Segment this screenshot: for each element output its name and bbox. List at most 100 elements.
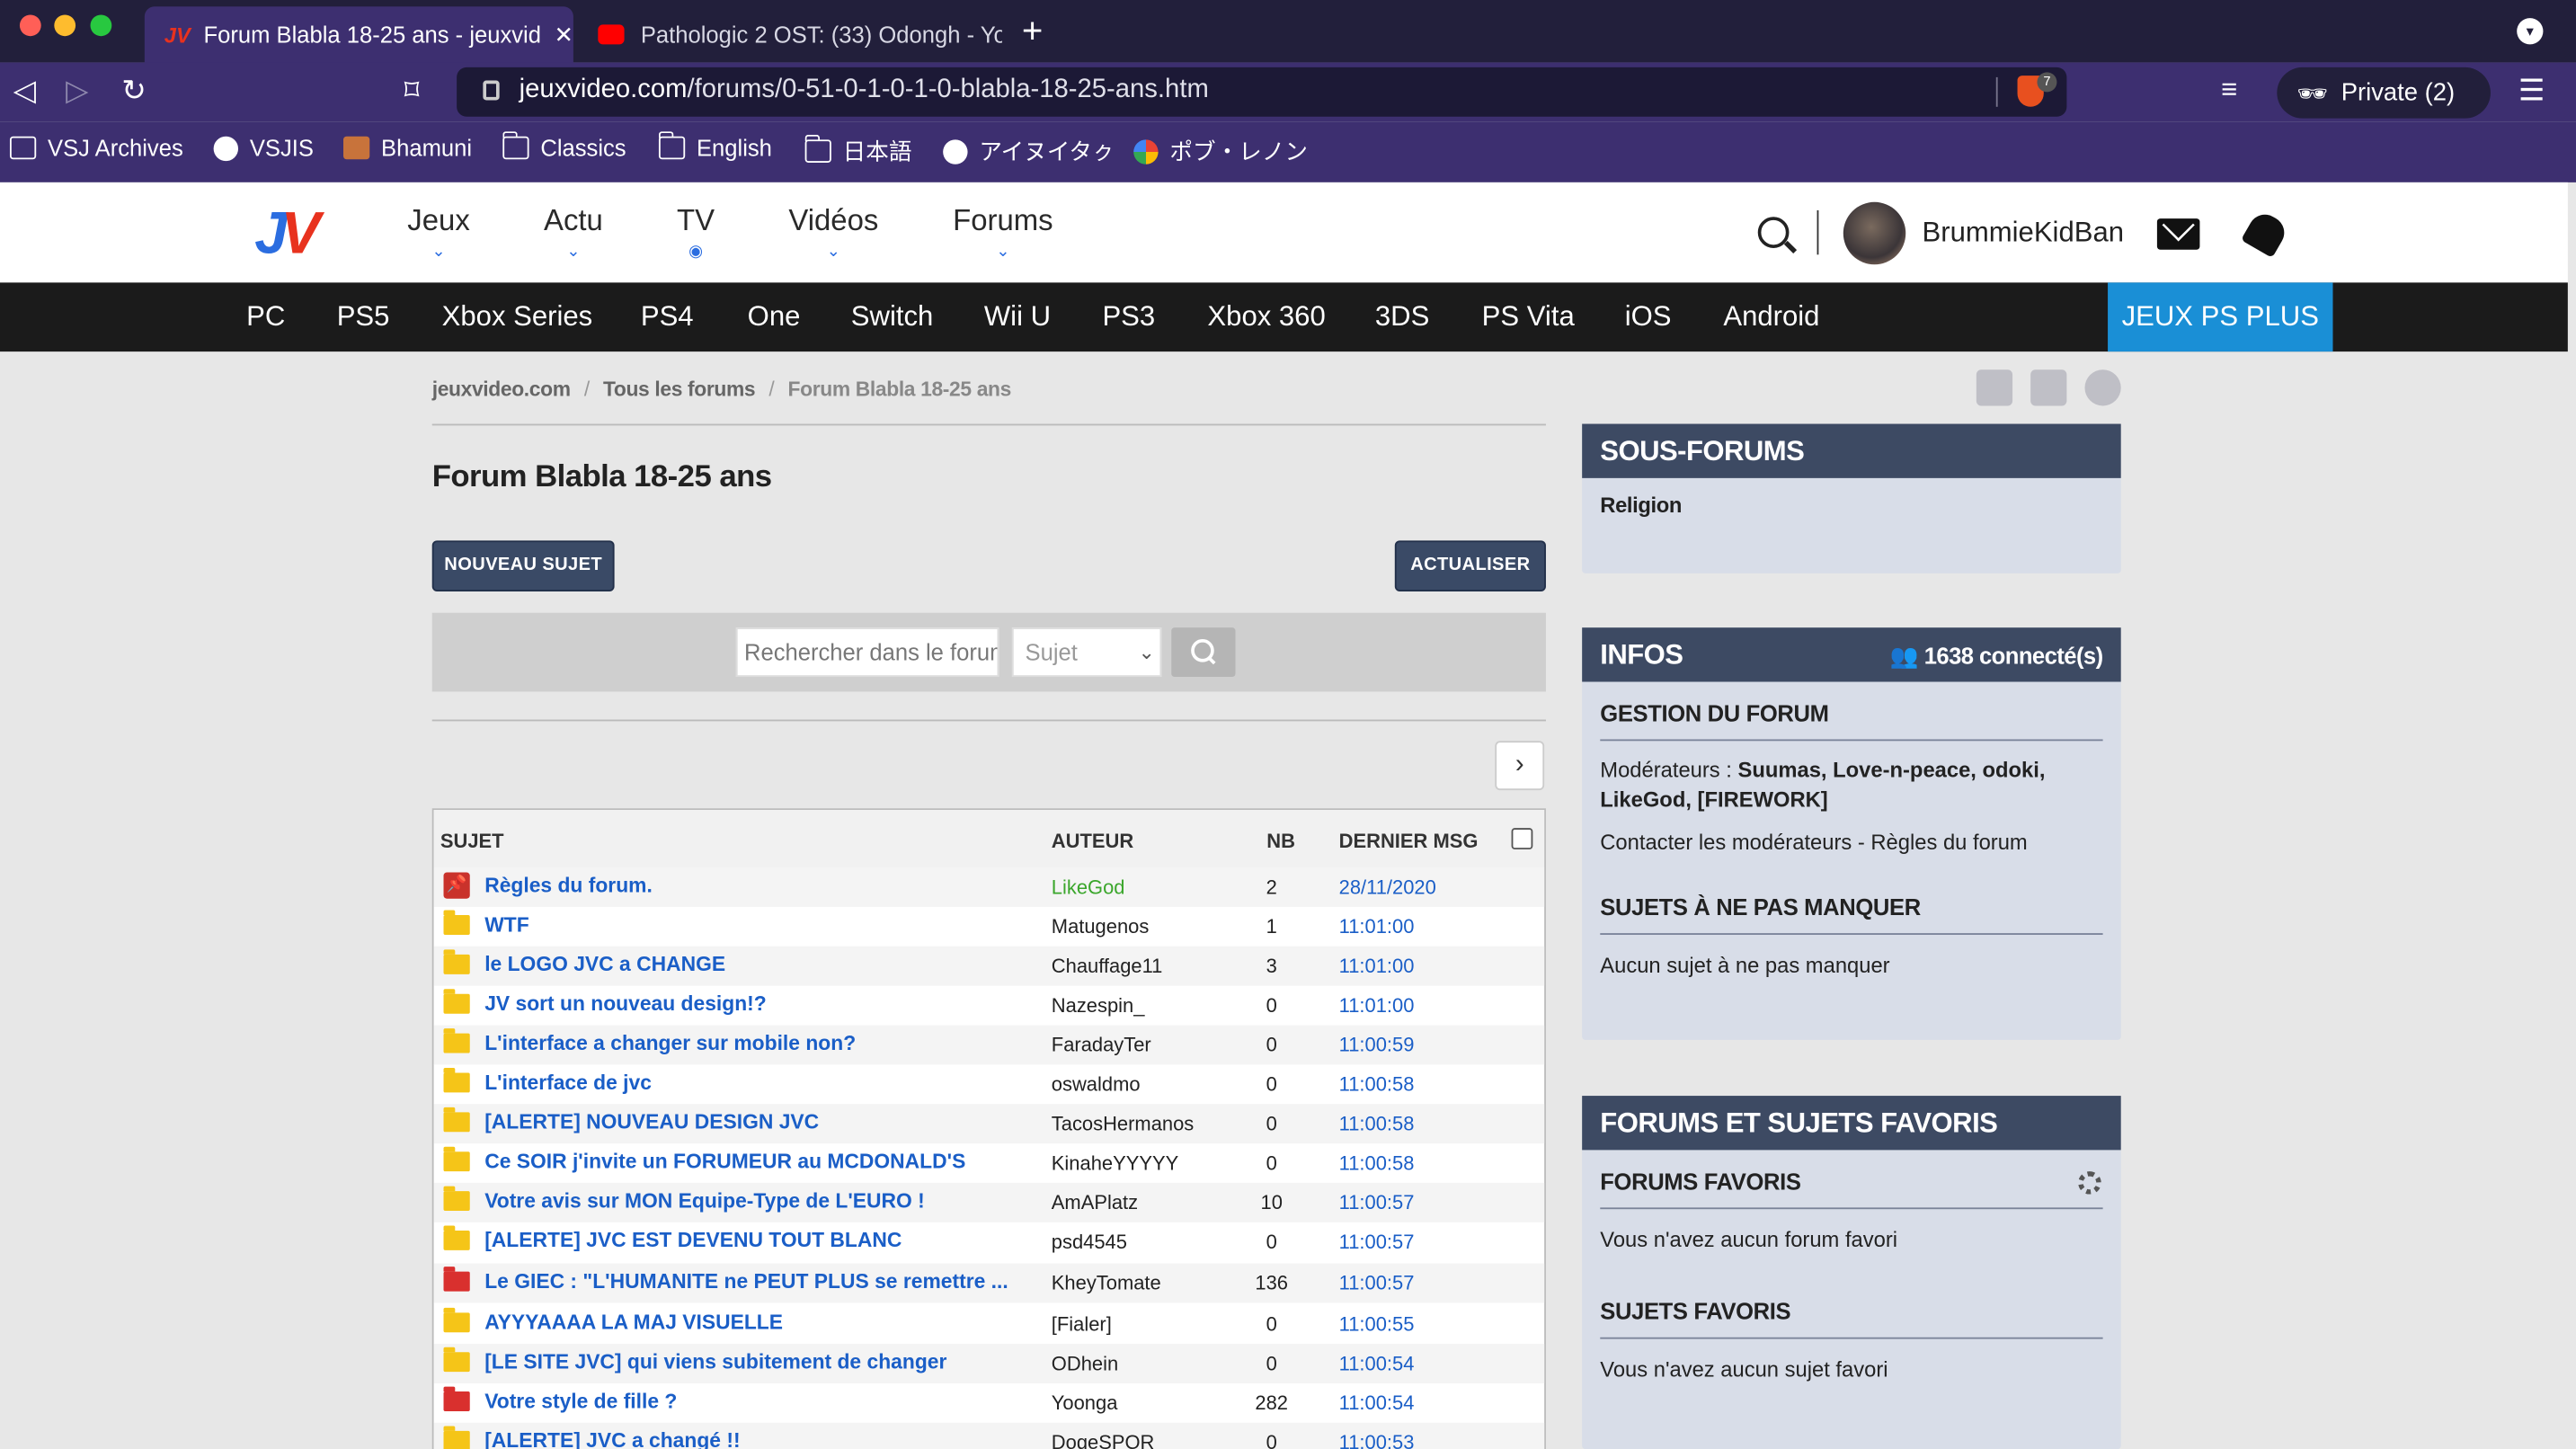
back-icon[interactable]: ◁ — [13, 74, 36, 107]
brave-shield-icon[interactable]: 7 — [2017, 72, 2057, 107]
bookmark-pob[interactable]: ポブ・レノン — [1133, 135, 1308, 168]
table-row[interactable]: JV sort un nouveau design!? Nazespin_ 0 11:… — [434, 986, 1545, 1026]
tab-close-icon[interactable]: ✕ — [554, 20, 573, 48]
new-tab-icon[interactable]: + — [1021, 9, 1044, 51]
mail-icon[interactable] — [2156, 218, 2200, 250]
menu-tv[interactable]: TV ◉ — [677, 203, 715, 262]
breadcrumb-all-forums[interactable]: Tous les forums — [602, 378, 756, 401]
topic-author[interactable]: DogeSPOR — [1051, 1430, 1155, 1449]
close-window-icon[interactable] — [19, 14, 41, 37]
topic-link[interactable]: JV sort un nouveau design!? — [484, 991, 767, 1016]
platform-link[interactable]: iOS — [1624, 300, 1672, 333]
table-row[interactable]: Ce SOIR j'invite un FORUMEUR au MCDONALD… — [434, 1143, 1545, 1183]
topic-link[interactable]: Votre style de fille ? — [484, 1390, 678, 1413]
topic-last-message[interactable]: 11:00:53 — [1338, 1430, 1415, 1449]
bookmark-english[interactable]: English — [658, 131, 772, 161]
table-row[interactable]: [ALERTE] NOUVEAU DESIGN JVC TacosHermanos… — [433, 1104, 1545, 1144]
topic-link[interactable]: [ALERTE] JVC EST DEVENU TOUT BLANC — [484, 1229, 902, 1252]
private-window-button[interactable]: 🕶 Private (2) — [2277, 67, 2491, 119]
platform-link[interactable]: PC — [246, 300, 286, 333]
bookmark-ainu[interactable]: アイヌイタㇰ — [943, 135, 1115, 168]
contact-moderators-link[interactable]: Contacter les modérateurs - Règles du fo… — [1600, 829, 2028, 855]
select-all-checkbox[interactable] — [1511, 828, 1533, 849]
topic-last-message[interactable]: 11:00:57 — [1338, 1271, 1415, 1295]
bookmark-vsjis[interactable]: VSJIS — [213, 135, 314, 161]
topic-last-message[interactable]: 11:00:57 — [1338, 1191, 1415, 1214]
table-row[interactable]: [ALERTE] JVC a changé !! DogeSPOR 0 11:00:5… — [433, 1422, 1545, 1449]
topic-link[interactable]: L'interface a changer sur mobile non? — [484, 1031, 857, 1055]
address-bar[interactable]: jeuxvideo.com/forums/0-51-0-1-0-1-0-blab… — [457, 67, 2067, 117]
platform-link[interactable]: PS5 — [336, 300, 390, 333]
topic-link[interactable]: [ALERTE] NOUVEAU DESIGN JVC — [484, 1110, 820, 1134]
platform-link[interactable]: PS Vita — [1481, 300, 1575, 333]
topic-author[interactable]: [Fialer] — [1051, 1312, 1112, 1336]
topic-author[interactable]: KheyTomate — [1051, 1271, 1161, 1295]
bookmark-japanese[interactable]: 日本語 — [804, 134, 911, 168]
table-row[interactable]: [LE SITE JVC] qui viens subitement de ch… — [433, 1344, 1545, 1383]
search-icon[interactable] — [1757, 217, 1790, 248]
next-page-button[interactable]: › — [1495, 741, 1545, 791]
platform-link[interactable]: Xbox Series — [441, 300, 593, 333]
zoom-window-icon[interactable] — [90, 14, 112, 37]
topic-link[interactable]: Votre avis sur MON Equipe-Type de L'EURO… — [484, 1189, 925, 1213]
gear-icon[interactable] — [2078, 1171, 2101, 1195]
menu-forums[interactable]: Forums ⌄ — [953, 203, 1053, 262]
tab-forum[interactable]: JV Forum Blabla 18-25 ans - jeuxvideo.co… — [144, 6, 573, 63]
tab-menu-icon[interactable]: ▾ — [2517, 18, 2544, 45]
topic-last-message[interactable]: 28/11/2020 — [1338, 876, 1436, 899]
topic-link[interactable]: Le GIEC : "L'HUMANITE ne PEUT PLUS se re… — [484, 1269, 1008, 1293]
table-row[interactable]: Votre avis sur MON Equipe-Type de L'EURO… — [433, 1182, 1545, 1222]
topic-author[interactable]: Nazespin_ — [1051, 993, 1145, 1018]
refresh-button[interactable]: ACTUALISER — [1394, 540, 1546, 591]
bookmark-bhamuni[interactable]: Bhamuni — [343, 135, 472, 161]
platform-link[interactable]: PS4 — [640, 300, 694, 333]
topic-link[interactable]: Ce SOIR j'invite un FORUMEUR au MCDONALD… — [484, 1150, 966, 1173]
alert-icon[interactable] — [2030, 369, 2067, 406]
topic-link[interactable]: [ALERTE] JVC a changé !! — [484, 1429, 741, 1449]
menu-jeux[interactable]: Jeux ⌄ — [407, 203, 470, 262]
platform-link[interactable]: Wii U — [983, 300, 1052, 333]
bookmark-icon[interactable]: ⌑ — [404, 74, 420, 107]
topic-last-message[interactable]: 11:01:00 — [1338, 954, 1415, 978]
topic-author[interactable]: KinaheYYYYY — [1051, 1151, 1179, 1175]
topic-author[interactable]: Matugenos — [1051, 915, 1150, 938]
menu-videos[interactable]: Vidéos ⌄ — [788, 203, 879, 262]
menu-icon[interactable]: ☰ — [2518, 74, 2545, 107]
topic-link[interactable]: le LOGO JVC a CHANGE — [484, 953, 726, 976]
topic-author[interactable]: AmAPlatz — [1051, 1191, 1139, 1214]
gear-icon[interactable] — [2084, 369, 2121, 406]
playlist-icon[interactable]: ≡ — [2221, 74, 2238, 105]
topic-last-message[interactable]: 11:00:55 — [1338, 1312, 1415, 1336]
topic-author[interactable]: FaradayTer — [1051, 1033, 1151, 1057]
reload-icon[interactable]: ↻ — [121, 74, 147, 107]
platform-link[interactable]: 3DS — [1374, 300, 1430, 333]
bookmark-vsj-archives[interactable]: VSJ Archives — [9, 135, 183, 161]
topic-author[interactable]: ODhein — [1051, 1352, 1119, 1375]
table-row[interactable]: L'interface de jvc oswaldmo 0 11:00:58 — [434, 1064, 1545, 1104]
platform-link[interactable]: Android — [1723, 300, 1820, 333]
moderators-list[interactable]: Suumas, Love-n-peace, odoki, LikeGod, [F… — [1600, 757, 2046, 812]
breadcrumb-home[interactable]: jeuxvideo.com — [431, 378, 571, 401]
topic-link[interactable]: WTF — [484, 913, 529, 937]
menu-actu[interactable]: Actu ⌄ — [544, 203, 603, 262]
forward-icon[interactable]: ▷ — [66, 74, 89, 107]
topic-link[interactable]: [LE SITE JVC] qui viens subitement de ch… — [484, 1350, 947, 1373]
platform-link[interactable]: PS3 — [1102, 300, 1156, 333]
table-row[interactable]: WTF Matugenos 1 11:01:00 — [434, 907, 1545, 947]
jv-logo[interactable]: JV — [254, 199, 320, 267]
topic-last-message[interactable]: 11:00:59 — [1338, 1033, 1415, 1057]
table-row[interactable]: L'interface a changer sur mobile non? Far… — [433, 1025, 1545, 1065]
topic-author[interactable]: Chauffage11 — [1051, 954, 1163, 978]
search-mode-select[interactable]: Sujet ⌄ — [1011, 627, 1162, 678]
platform-link[interactable]: One — [747, 300, 801, 333]
bookmark-classics[interactable]: Classics — [502, 131, 626, 161]
bell-icon[interactable] — [2241, 209, 2291, 258]
topic-author[interactable]: LikeGod — [1051, 876, 1125, 899]
platform-link[interactable]: Xbox 360 — [1207, 300, 1326, 333]
topic-author[interactable]: TacosHermanos — [1051, 1112, 1195, 1135]
ps-plus-link[interactable]: JEUX PS PLUS — [2108, 282, 2333, 352]
table-row[interactable]: Le GIEC : "L'HUMANITE ne PEUT PLUS se re… — [433, 1263, 1545, 1303]
topic-link[interactable]: Règles du forum. — [484, 874, 653, 897]
table-row[interactable]: [ALERTE] JVC EST DEVENU TOUT BLANC psd454… — [434, 1222, 1545, 1262]
search-button[interactable] — [1171, 627, 1236, 678]
